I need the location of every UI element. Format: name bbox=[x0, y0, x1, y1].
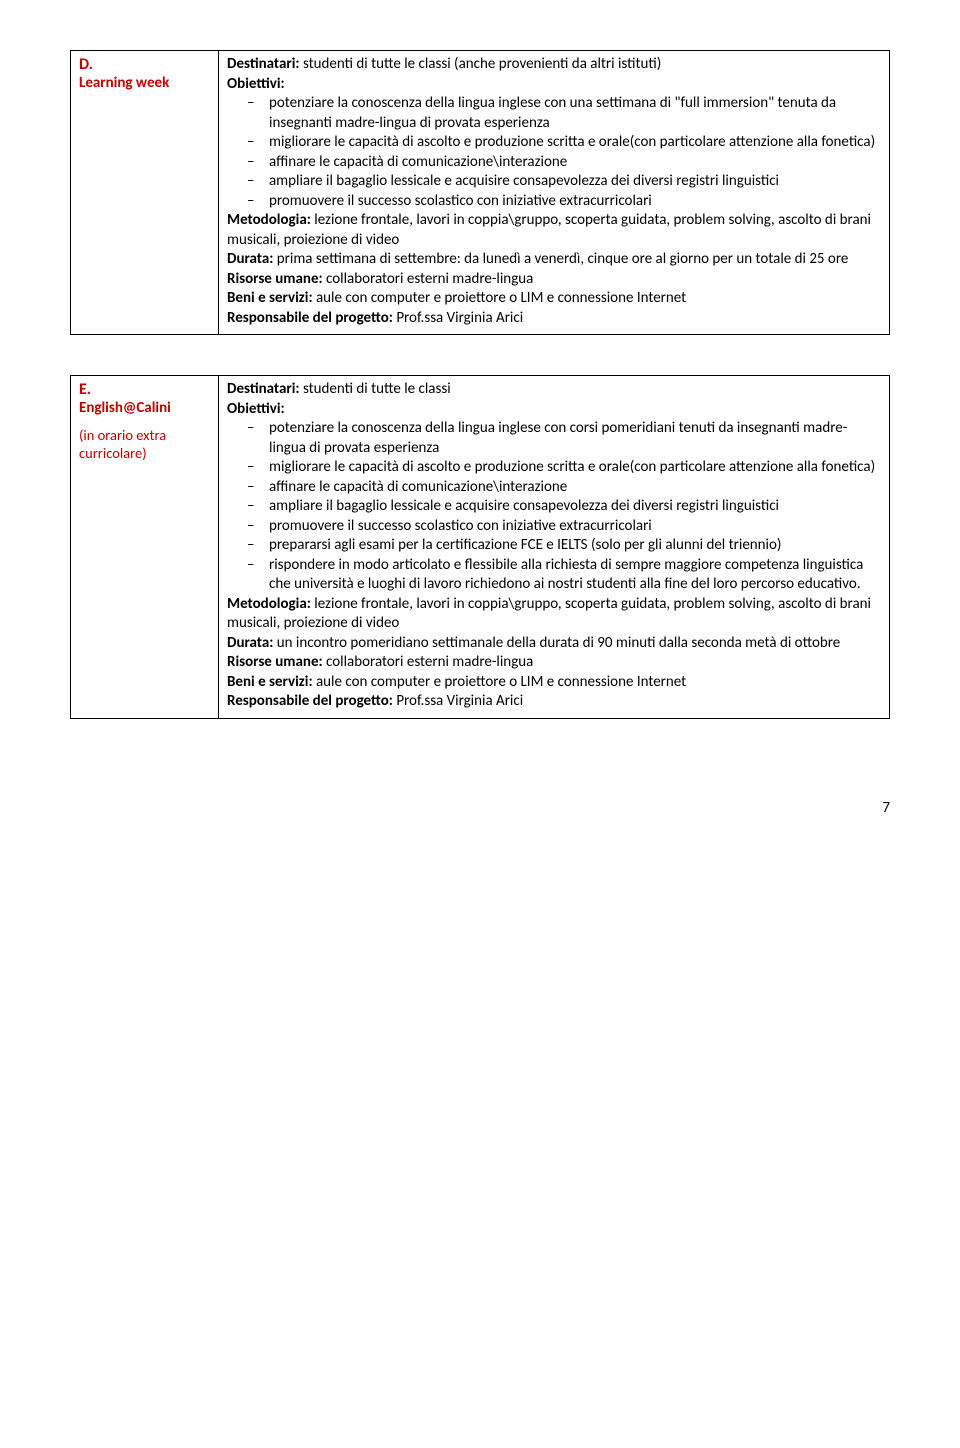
list-item: ampliare il bagaglio lessicale e acquisi… bbox=[269, 172, 881, 192]
section-e-left-cell: E. English@Calini (in orario extra curri… bbox=[71, 376, 219, 719]
e-obiettivi-label: Obiettivi: bbox=[227, 400, 881, 420]
e-metodologia-label: Metodologia: bbox=[227, 595, 314, 613]
section-e-right-cell: Destinatari: studenti di tutte le classi… bbox=[219, 376, 890, 719]
e-destinatari-text: studenti di tutte le classi bbox=[303, 380, 451, 398]
list-item: rispondere in modo articolato e flessibi… bbox=[269, 556, 881, 595]
project-e-sub: (in orario extra curricolare) bbox=[79, 426, 210, 462]
e-metodologia: Metodologia: lezione frontale, lavori in… bbox=[227, 595, 881, 634]
section-e-table: E. English@Calini (in orario extra curri… bbox=[70, 375, 890, 719]
e-resp-label: Responsabile del progetto: bbox=[227, 692, 393, 710]
d-destinatari: Destinatari: studenti di tutte le classi… bbox=[227, 55, 881, 75]
e-beni-text: aule con computer e proiettore o LIM e c… bbox=[316, 673, 686, 691]
d-risorse: Risorse umane: collaboratori esterni mad… bbox=[227, 270, 881, 290]
e-risorse: Risorse umane: collaboratori esterni mad… bbox=[227, 653, 881, 673]
list-item: migliorare le capacità di ascolto e prod… bbox=[269, 133, 881, 153]
list-item: potenziare la conoscenza della lingua in… bbox=[269, 419, 881, 458]
e-durata-text: un incontro pomeridiano settimanale dell… bbox=[277, 634, 840, 652]
e-responsabile: Responsabile del progetto: Prof.ssa Virg… bbox=[227, 692, 881, 712]
project-e-letter: E. bbox=[79, 380, 210, 399]
list-item: prepararsi agli esami per la certificazi… bbox=[269, 536, 881, 556]
d-metodologia-label: Metodologia: bbox=[227, 211, 311, 229]
project-d-letter: D. bbox=[79, 55, 210, 74]
d-durata: Durata: prima settimana di settembre: da… bbox=[227, 250, 881, 270]
e-durata: Durata: un incontro pomeridiano settiman… bbox=[227, 634, 881, 654]
e-risorse-text: collaboratori esterni madre-lingua bbox=[326, 653, 533, 671]
d-durata-label: Durata: bbox=[227, 250, 277, 268]
project-d-name: Learning week bbox=[79, 74, 210, 93]
d-destinatari-label: Destinatari: bbox=[227, 55, 300, 73]
list-item: affinare le capacità di comunicazione\in… bbox=[269, 478, 881, 498]
d-obiettivi-list: potenziare la conoscenza della lingua in… bbox=[227, 94, 881, 211]
e-durata-label: Durata: bbox=[227, 634, 277, 652]
d-metodologia-text: lezione frontale, lavori in coppia\grupp… bbox=[227, 211, 871, 249]
list-item: potenziare la conoscenza della lingua in… bbox=[269, 94, 881, 133]
d-obiettivi-label: Obiettivi: bbox=[227, 75, 881, 95]
d-risorse-text: collaboratori esterni madre-lingua bbox=[323, 270, 534, 288]
d-risorse-label: Risorse umane: bbox=[227, 270, 323, 288]
d-durata-text: prima settimana di settembre: da lunedì … bbox=[277, 250, 849, 268]
e-metodologia-text: lezione frontale, lavori in coppia\grupp… bbox=[227, 595, 871, 633]
e-destinatari: Destinatari: studenti di tutte le classi bbox=[227, 380, 881, 400]
d-responsabile: Responsabile del progetto: Prof.ssa Virg… bbox=[227, 309, 881, 329]
d-beni: Beni e servizi: aule con computer e proi… bbox=[227, 289, 881, 309]
e-destinatari-label: Destinatari: bbox=[227, 380, 303, 398]
section-d-left-cell: D. Learning week bbox=[71, 51, 219, 335]
e-beni-label: Beni e servizi: bbox=[227, 673, 316, 691]
d-beni-text: aule con computer e proiettore o LIM e c… bbox=[316, 289, 686, 307]
e-resp-text: Prof.ssa Virginia Arici bbox=[393, 692, 523, 710]
d-metodologia: Metodologia: lezione frontale, lavori in… bbox=[227, 211, 881, 250]
d-resp-text: Prof.ssa Virginia Arici bbox=[393, 309, 523, 327]
section-d-table: D. Learning week Destinatari: studenti d… bbox=[70, 50, 890, 335]
d-destinatari-text: studenti di tutte le classi (anche prove… bbox=[300, 55, 662, 73]
page-number: 7 bbox=[70, 759, 890, 817]
e-obiettivi-list: potenziare la conoscenza della lingua in… bbox=[227, 419, 881, 595]
list-item: affinare le capacità di comunicazione\in… bbox=[269, 153, 881, 173]
e-risorse-label: Risorse umane: bbox=[227, 653, 326, 671]
project-e-name: English@Calini bbox=[79, 399, 210, 418]
section-d-right-cell: Destinatari: studenti di tutte le classi… bbox=[219, 51, 890, 335]
e-beni: Beni e servizi: aule con computer e proi… bbox=[227, 673, 881, 693]
d-resp-label: Responsabile del progetto: bbox=[227, 309, 393, 327]
list-item: promuovere il successo scolastico con in… bbox=[269, 192, 881, 212]
d-beni-label: Beni e servizi: bbox=[227, 289, 316, 307]
list-item: ampliare il bagaglio lessicale e acquisi… bbox=[269, 497, 881, 517]
list-item: migliorare le capacità di ascolto e prod… bbox=[269, 458, 881, 478]
list-item: promuovere il successo scolastico con in… bbox=[269, 517, 881, 537]
